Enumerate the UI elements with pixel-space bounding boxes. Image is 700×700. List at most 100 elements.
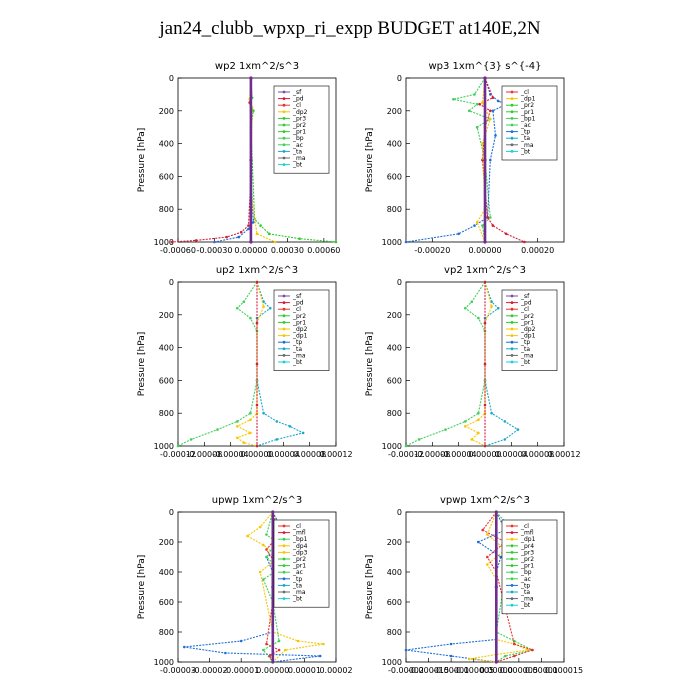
- series-point: [496, 99, 500, 103]
- legend-label: _bt: [520, 148, 531, 155]
- x-tick-label: -0.00002: [388, 666, 424, 675]
- y-tick-label: 0: [397, 508, 402, 517]
- legend-label: _cl: [520, 306, 529, 313]
- series-point: [449, 642, 453, 646]
- series-point: [258, 570, 262, 574]
- series-point: [236, 425, 239, 428]
- y-tick-label: 0: [169, 508, 174, 517]
- y-tick-label: 600: [387, 376, 402, 385]
- legend-marker: [510, 314, 514, 318]
- series-line-tp: [405, 511, 507, 663]
- series-point: [262, 305, 265, 308]
- y-tick-label: 800: [387, 628, 402, 637]
- legend-marker: [510, 557, 514, 561]
- legend-marker: [282, 557, 286, 561]
- chart-title: vp2 1xm^2/s^3: [444, 265, 526, 276]
- series-point: [467, 109, 471, 113]
- series-point: [483, 240, 487, 244]
- legend-marker: [510, 110, 514, 114]
- series-point: [288, 425, 292, 428]
- x-tick-label: -0.00004: [213, 450, 249, 459]
- series-point: [475, 102, 479, 106]
- series-point: [322, 642, 325, 646]
- series-point: [504, 654, 507, 658]
- series-point: [483, 362, 487, 366]
- series-point: [268, 654, 271, 658]
- series-point: [486, 533, 489, 536]
- legend-label: _pr2: [292, 122, 306, 129]
- series-line-pd: [171, 77, 252, 243]
- series-point: [486, 216, 489, 219]
- series-point: [526, 648, 530, 652]
- legend-marker: [282, 90, 286, 94]
- legend-marker: [510, 117, 514, 120]
- series-line-pd: [478, 77, 525, 243]
- x-tick-label: 0.00008: [293, 450, 326, 459]
- legend-marker: [510, 307, 514, 311]
- series-point: [473, 93, 476, 96]
- legend-marker: [282, 524, 286, 528]
- series-point: [513, 642, 516, 646]
- legend-label: _ac: [292, 569, 303, 576]
- legend-marker: [510, 531, 514, 534]
- legend-marker: [282, 354, 286, 357]
- legend-marker: [510, 97, 514, 100]
- y-tick-label: 1000: [154, 658, 174, 667]
- series-point: [194, 239, 198, 242]
- series-point: [481, 101, 484, 104]
- series-point: [404, 648, 408, 652]
- legend-marker: [510, 103, 514, 107]
- series-point: [255, 280, 259, 284]
- series-line-ac: [262, 511, 280, 663]
- y-axis-label: Pressure [hPa]: [365, 332, 375, 397]
- series-line-dp: [236, 281, 265, 447]
- series-point: [239, 230, 243, 234]
- y-tick-label: 200: [387, 311, 402, 320]
- y-tick-label: 600: [159, 172, 174, 181]
- series-point: [449, 654, 453, 658]
- legend-marker: [282, 360, 286, 364]
- y-tick-label: 600: [159, 598, 174, 607]
- series-point: [483, 76, 487, 80]
- x-tick-label: -0.00002: [192, 666, 228, 675]
- y-tick-label: 200: [387, 107, 402, 116]
- legend-marker: [510, 347, 514, 351]
- legend-label: _ta: [520, 135, 530, 142]
- legend-label: _ta: [520, 346, 530, 353]
- legend-label: _dp1: [520, 96, 536, 103]
- series-point: [504, 232, 508, 236]
- x-tick-label: -0.00008: [186, 450, 222, 459]
- y-tick-label: 1000: [154, 238, 174, 247]
- legend-marker: [282, 314, 286, 318]
- series-point: [249, 316, 252, 320]
- series-point: [444, 428, 447, 431]
- plot-frame: [405, 511, 565, 663]
- legend-label: _ta: [292, 582, 302, 589]
- series-point: [242, 441, 246, 445]
- y-tick-label: 400: [387, 344, 402, 353]
- plot-frame: [177, 77, 337, 243]
- series-point: [496, 306, 500, 310]
- legend-label: _pr1: [292, 563, 306, 570]
- series-line-ac: [453, 77, 492, 243]
- legend-marker: [510, 327, 514, 331]
- legend-label: _sf: [520, 293, 530, 300]
- series-point: [523, 240, 526, 244]
- series-point: [513, 654, 516, 658]
- chart-panel-6: vpwp 1xm^2/s^302004006008001000-0.00002-…: [365, 495, 583, 675]
- y-tick-label: 800: [159, 628, 174, 637]
- y-tick-label: 400: [387, 568, 402, 577]
- legend-label: _bp: [292, 135, 304, 142]
- legend-marker: [510, 524, 514, 528]
- series-point: [275, 420, 279, 423]
- series-point: [494, 134, 497, 137]
- legend-marker: [510, 537, 514, 541]
- legend-label: _dp1: [520, 536, 536, 543]
- y-tick-label: 400: [159, 140, 174, 149]
- series-point: [452, 98, 455, 101]
- legend-label: _dp1: [520, 333, 536, 340]
- x-tick-label: -0.000015: [408, 666, 449, 675]
- legend-label: _dp2: [292, 109, 308, 116]
- legend-label: _pr1: [520, 563, 534, 570]
- legend-label: _pr2: [292, 313, 306, 320]
